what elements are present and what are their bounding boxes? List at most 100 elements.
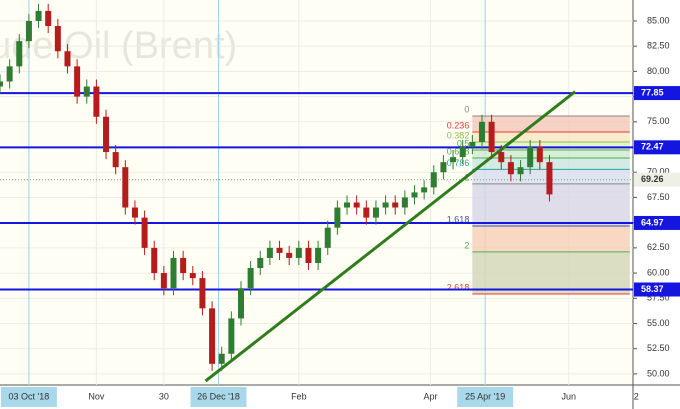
candle-body — [392, 202, 399, 208]
candle-body — [324, 227, 331, 248]
y-tick-label: 60.00 — [647, 267, 670, 277]
y-tick-label: 82.50 — [647, 41, 670, 51]
fib-label: 0.786 — [447, 158, 470, 168]
fib-zone — [472, 141, 630, 150]
candle-body — [74, 66, 81, 97]
candle-body — [199, 278, 206, 309]
fib-label: 0.618 — [447, 146, 470, 156]
candle-body — [353, 202, 360, 208]
y-tick-label: 80.00 — [647, 66, 670, 76]
fib-label: 2 — [464, 240, 469, 250]
candle-body — [488, 121, 495, 153]
fib-zone — [472, 115, 630, 132]
candle-body — [170, 257, 177, 289]
candle-body — [189, 273, 196, 279]
candle-body — [450, 157, 457, 163]
x-tick-label: 03 Oct '18 — [9, 391, 50, 401]
level-label-box — [634, 215, 680, 230]
candle-body — [430, 172, 437, 188]
level-label: 72.47 — [641, 142, 664, 152]
candle-body — [93, 86, 100, 117]
candle-body — [54, 26, 61, 52]
candle-body — [45, 10, 52, 27]
fib-label: 2.618 — [447, 282, 470, 292]
last-price-label: 69.26 — [641, 174, 664, 184]
level-label-box — [634, 86, 680, 101]
x-tick-label: 2 — [634, 391, 639, 401]
candle-body — [498, 152, 505, 163]
candle-body — [0, 81, 3, 87]
x-tick-label: Nov — [88, 391, 105, 401]
fib-zone — [472, 251, 630, 294]
x-tick-label: 30 — [159, 391, 169, 401]
time-axis — [0, 385, 633, 409]
candle-body — [218, 353, 225, 364]
candle-body — [266, 247, 273, 258]
trendline — [204, 90, 577, 383]
candle-body — [64, 51, 71, 67]
x-tick-label: Jun — [561, 391, 576, 401]
last-price-label-box — [634, 172, 680, 187]
candle-body — [546, 162, 553, 195]
candle-body — [131, 207, 138, 218]
candle-body — [35, 10, 42, 21]
y-tick-label: 70.00 — [647, 167, 670, 177]
y-tick-label: 52.50 — [647, 343, 670, 353]
candle-body — [180, 257, 187, 274]
candle-body — [478, 121, 485, 142]
y-tick-label: 57.50 — [647, 293, 670, 303]
level-label: 77.85 — [641, 87, 664, 97]
candle-body — [421, 187, 428, 193]
fib-label: 0 — [464, 104, 469, 114]
x-tick-label: 25 Apr '19 — [465, 391, 505, 401]
x-marker-box — [0, 387, 57, 407]
y-tick-label: 67.50 — [647, 192, 670, 202]
x-marker-box — [190, 387, 247, 407]
candle-body — [112, 152, 119, 168]
y-tick-label: 75.00 — [647, 116, 670, 126]
candle-body — [363, 207, 370, 218]
price-axis — [633, 0, 680, 409]
candle-body — [527, 147, 534, 168]
x-tick-label: Feb — [291, 391, 307, 401]
candle-body — [459, 147, 466, 158]
candle-body — [257, 257, 264, 269]
fib-zone — [472, 131, 630, 142]
candle-body — [295, 247, 302, 258]
candle-body — [411, 192, 418, 198]
candle-body — [276, 247, 283, 253]
candle-body — [286, 252, 293, 258]
candle-body — [536, 147, 543, 163]
y-tick-label: 50.00 — [647, 368, 670, 378]
candle-body — [122, 167, 129, 208]
candle-body — [382, 202, 389, 208]
candle-body — [334, 207, 341, 228]
fib-zone — [472, 149, 630, 159]
candle-body — [247, 268, 254, 289]
candle-body — [315, 247, 322, 263]
candle-body — [6, 66, 13, 82]
candle-body — [151, 247, 158, 274]
candle-body — [103, 116, 110, 153]
candle-body — [372, 207, 379, 218]
candle-body — [344, 202, 351, 208]
y-tick-label: 85.00 — [647, 15, 670, 25]
candle-body — [507, 162, 514, 175]
fib-zone — [472, 225, 630, 252]
x-tick-label: Apr — [424, 391, 438, 401]
candle-body — [228, 318, 235, 354]
x-tick-label: 26 Dec '18 — [197, 391, 240, 401]
candle-body — [25, 20, 32, 42]
x-marker-box — [457, 387, 514, 407]
level-label: 58.37 — [641, 284, 664, 294]
candle-body — [83, 86, 90, 97]
candle-body — [141, 217, 148, 248]
fib-label: 0.382 — [447, 130, 470, 140]
candle-body — [209, 308, 216, 364]
y-tick-label: 55.00 — [647, 318, 670, 328]
fib-label: 1.618 — [447, 214, 470, 224]
candle-body — [160, 273, 167, 289]
fib-label: 0.236 — [447, 120, 470, 130]
candle-body — [440, 162, 447, 173]
